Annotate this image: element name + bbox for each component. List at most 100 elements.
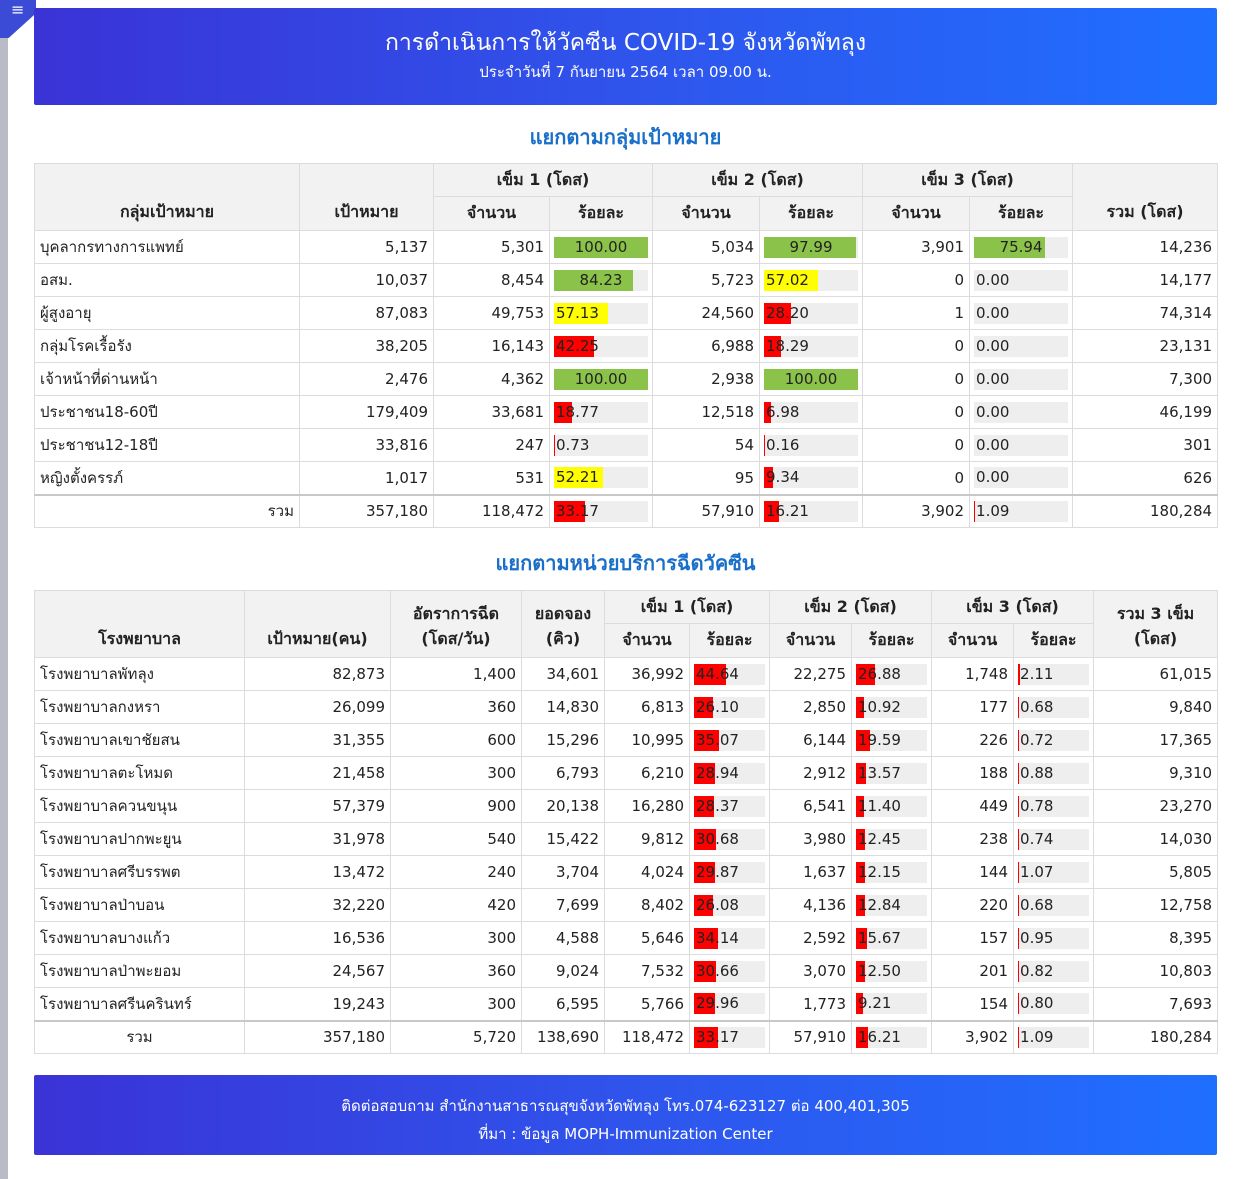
percent-value: 26.08: [696, 895, 739, 914]
percent-bar-fill: [764, 302, 791, 324]
table-row: โรงพยาบาลพัทลุง 82,873 1,400 34,601 36,992 44…: [34, 657, 1219, 691]
percent-cell: 0.88: [1013, 756, 1095, 790]
dose1-count: 118,472: [604, 1019, 690, 1054]
total-doses: 9,310: [1093, 756, 1219, 790]
percent-bar: 10.92: [856, 696, 928, 718]
table-row: โรงพยาบาลควนขนุน 57,379 900 20,138 16,280 28.…: [34, 789, 1219, 823]
header-rate: อัตราการฉีด (โดส/วัน): [390, 590, 522, 658]
percent-cell: 42.25: [548, 329, 654, 363]
queue-value: 7,699: [521, 888, 605, 922]
percent-cell: 30.68: [688, 822, 771, 856]
percent-value: 9.21: [858, 994, 892, 1013]
group-name: กลุ่มโรคเรื้อรัง: [34, 329, 300, 363]
table-row: บุคลากรทางการแพทย์ 5,137 5,301 100.00 5,034 9…: [34, 230, 1219, 264]
percent-bar-fill: [764, 335, 782, 357]
percent-value: 0.00: [976, 303, 1010, 322]
dose3-count: 3,902: [931, 1019, 1015, 1054]
dose1-count: 5,301: [433, 230, 550, 264]
total-doses: 23,131: [1072, 329, 1219, 363]
dose3-count: 154: [931, 987, 1015, 1021]
percent-value: 1.09: [976, 501, 1010, 520]
total-doses: 8,395: [1093, 921, 1219, 955]
dose1-count: 16,280: [604, 789, 690, 823]
percent-cell: 16.21: [759, 493, 864, 528]
percent-bar: 0.82: [1018, 960, 1090, 982]
group-name: บุคลากรทางการแพทย์: [34, 230, 300, 264]
percent-cell: 1.07: [1013, 855, 1095, 889]
percent-bar-fill: [1018, 993, 1019, 1015]
target-value: 32,220: [244, 888, 391, 922]
header-count: จำนวน: [931, 623, 1015, 658]
percent-bar-fill: [764, 467, 773, 489]
percent-value: 2.11: [1020, 664, 1054, 683]
dose2-count: 2,912: [769, 756, 853, 790]
percent-value: 30.68: [696, 829, 739, 848]
header-count: จำนวน: [769, 623, 853, 658]
dose2-count: 24,560: [652, 296, 761, 330]
header-queue-line1: ยอดจอง: [534, 604, 592, 623]
percent-value: 100.00: [574, 369, 628, 388]
percent-bar: 28.37: [694, 795, 766, 817]
percent-cell: 0.68: [1013, 690, 1095, 724]
section-title-service-units: แยกตามหน่วยบริการฉีดวัคซีน: [495, 551, 756, 575]
rate-value: 300: [390, 921, 522, 955]
dose2-count: 2,938: [652, 362, 761, 396]
percent-bar-fill: [554, 335, 594, 357]
header-percent: ร้อยละ: [688, 623, 771, 658]
table-row: อสม. 10,037 8,454 84.23 5,723 57.02 0 0.00 14,17…: [34, 263, 1219, 297]
total-doses: 5,805: [1093, 855, 1219, 889]
percent-cell: 52.21: [548, 461, 654, 495]
table-row: ประชาชน12-18ปี 33,816 247 0.73 54 0.16 0 0.00 30…: [34, 428, 1219, 462]
percent-bar: 0.80: [1018, 993, 1090, 1015]
group-name: ผู้สูงอายุ: [34, 296, 300, 330]
hospital-name: โรงพยาบาลป่าบอน: [34, 888, 245, 922]
percent-bar-fill: [764, 269, 818, 291]
dose2-count: 57,910: [652, 493, 761, 528]
percent-bar: 0.68: [1018, 894, 1090, 916]
percent-value: 34.14: [696, 928, 739, 947]
dose3-count: 1,748: [931, 657, 1015, 691]
header-dose3: เข็ม 3 (โดส): [862, 163, 1074, 197]
percent-cell: 0.78: [1013, 789, 1095, 823]
percent-bar: 12.84: [856, 894, 928, 916]
total-doses: 14,177: [1072, 263, 1219, 297]
percent-bar: 35.07: [694, 729, 766, 751]
percent-bar: 30.66: [694, 960, 766, 982]
header-dose1: เข็ม 1 (โดส): [603, 590, 771, 624]
dose2-count: 2,592: [769, 921, 853, 955]
hamburger-menu-icon[interactable]: ≡: [0, 0, 36, 38]
total-doses: 46,199: [1072, 395, 1219, 429]
percent-cell: 0.95: [1013, 921, 1095, 955]
dose3-count: 3,901: [862, 230, 971, 264]
percent-cell: 35.07: [688, 723, 771, 757]
percent-cell: 0.00: [969, 362, 1074, 396]
total-doses: 14,030: [1093, 822, 1219, 856]
percent-cell: 0.00: [969, 428, 1074, 462]
dose1-count: 5,766: [604, 987, 690, 1021]
percent-bar-fill: [856, 828, 865, 850]
percent-cell: 12.15: [851, 855, 933, 889]
group-name: ประชาชน12-18ปี: [34, 428, 300, 462]
target-value: 357,180: [244, 1019, 391, 1054]
header-dose2: เข็ม 2 (โดส): [769, 590, 933, 624]
table-row: ผู้สูงอายุ 87,083 49,753 57.13 24,560 28.20 1 0…: [34, 296, 1219, 330]
percent-cell: 16.21: [851, 1019, 933, 1054]
target-value: 179,409: [299, 395, 434, 429]
rate-value: 540: [390, 822, 522, 856]
dose3-count: 201: [931, 954, 1015, 988]
percent-value: 100.00: [784, 369, 838, 388]
percent-bar: 0.00: [974, 335, 1069, 357]
table-row: โรงพยาบาลป่าบอน 32,220 420 7,699 8,402 26.08 4…: [34, 888, 1219, 922]
percent-bar: 12.50: [856, 960, 928, 982]
percent-value: 0.68: [1020, 895, 1054, 914]
table-row: โรงพยาบาลเขาชัยสน 31,355 600 15,296 10,995 35…: [34, 723, 1219, 757]
percent-cell: 26.88: [851, 657, 933, 691]
percent-value: 0.00: [976, 435, 1010, 454]
percent-cell: 57.02: [759, 263, 864, 297]
percent-cell: 12.84: [851, 888, 933, 922]
percent-cell: 28.37: [688, 789, 771, 823]
percent-bar: 0.00: [974, 368, 1069, 390]
percent-bar: 0.73: [554, 434, 649, 456]
header-total-3-doses: รวม 3 เข็ม (โดส): [1093, 590, 1219, 658]
dose2-count: 3,980: [769, 822, 853, 856]
